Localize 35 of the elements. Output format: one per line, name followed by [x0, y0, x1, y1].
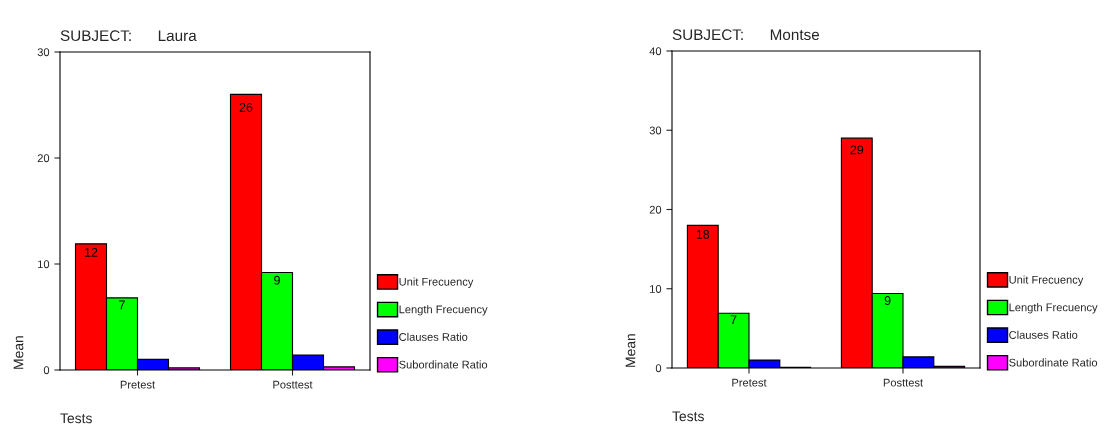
legend-label: Subordinate Ratio [399, 360, 488, 369]
x-tick-label: Posttest [273, 380, 313, 389]
chart-title: SUBJECT: Montse [672, 29, 820, 41]
y-tick-label: 40 [649, 47, 662, 56]
x-tick-label: Pretest [120, 380, 156, 389]
data-label: 7 [119, 300, 125, 310]
y-tick-label: 0 [655, 364, 662, 373]
x-axis-title: Tests [672, 411, 704, 422]
chart-title: SUBJECT: Laura [60, 30, 197, 42]
data-label: 26 [239, 103, 253, 112]
legend-label: Clauses Ratio [1009, 330, 1078, 339]
y-tick-label: 20 [37, 154, 50, 163]
legend-label: Unit Frecuency [1009, 275, 1084, 286]
x-tick-label: Pretest [732, 378, 767, 387]
legend-label: Clauses Ratio [399, 332, 468, 341]
x-axis-title: Tests [60, 413, 92, 424]
x-tick-label: Posttest [883, 378, 923, 387]
y-axis-title: Mean [625, 334, 636, 367]
legend-label: Unit Frecuency [399, 277, 474, 288]
y-tick-label: 30 [37, 48, 50, 57]
y-tick-label: 20 [649, 205, 662, 214]
y-tick-label: 10 [38, 260, 50, 269]
y-tick-label: 0 [43, 366, 50, 375]
data-label: 9 [884, 296, 891, 305]
data-label: 12 [85, 247, 98, 257]
data-label: 9 [274, 275, 280, 285]
data-label: 29 [850, 145, 864, 155]
y-tick-label: 30 [649, 126, 662, 135]
y-tick-label: 10 [650, 285, 662, 293]
y-axis-title: Mean [13, 336, 24, 369]
data-label: 18 [696, 229, 710, 239]
data-label: 7 [730, 315, 737, 325]
legend-label: Subordinate Ratio [1009, 358, 1098, 367]
legend-label: Length Frecuency [1009, 303, 1098, 314]
legend-label: Length Frecuency [399, 305, 488, 316]
